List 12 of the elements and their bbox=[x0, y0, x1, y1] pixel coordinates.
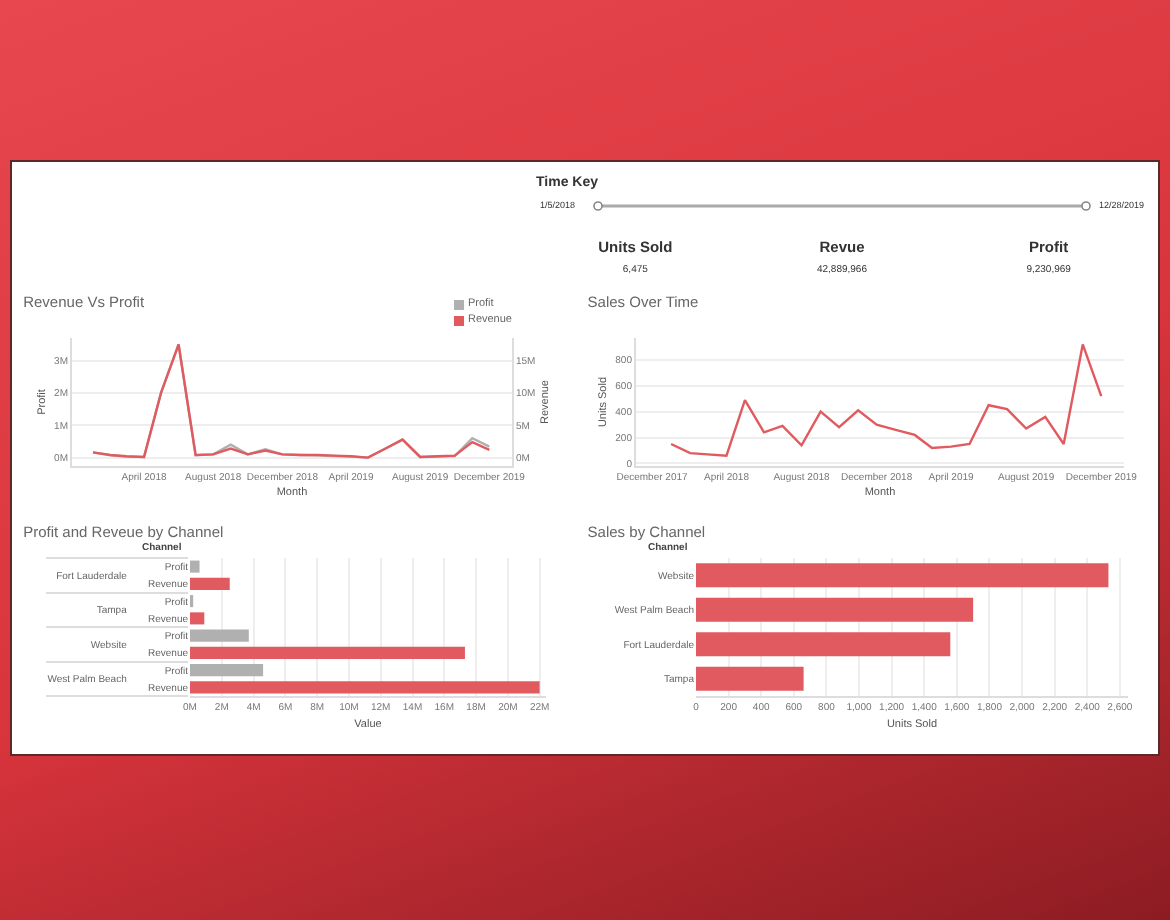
bar bbox=[190, 681, 540, 694]
bar bbox=[190, 664, 264, 677]
bar bbox=[696, 597, 974, 622]
line-series bbox=[669, 343, 1103, 457]
bar bbox=[190, 577, 230, 590]
bar bbox=[190, 646, 465, 659]
bar bbox=[696, 563, 1109, 588]
bar bbox=[190, 612, 205, 625]
bar bbox=[190, 629, 249, 642]
bar bbox=[190, 560, 200, 573]
bar bbox=[696, 666, 804, 691]
bar bbox=[696, 632, 951, 657]
